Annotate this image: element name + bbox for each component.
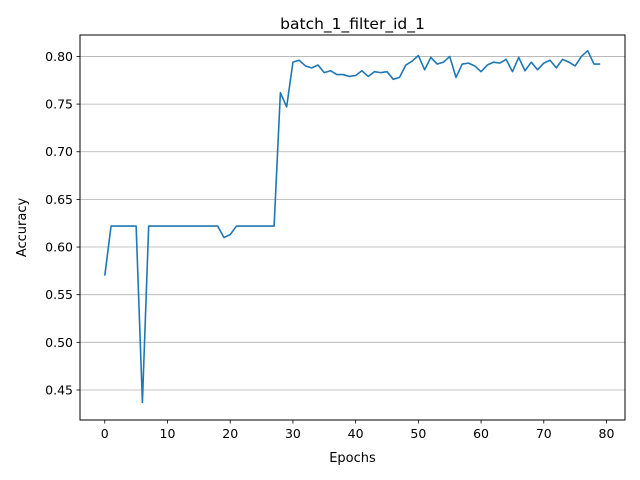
horizontal-gridlines xyxy=(80,56,625,391)
y-tick-label: 0.80 xyxy=(45,49,73,64)
y-tick-label: 0.70 xyxy=(45,144,73,159)
chart-title: batch_1_filter_id_1 xyxy=(280,15,425,34)
y-axis-label: Accuracy xyxy=(15,198,30,258)
x-tick-label: 10 xyxy=(160,426,176,441)
x-tick-label: 80 xyxy=(599,426,615,441)
x-tick-label: 70 xyxy=(536,426,552,441)
x-tick-label: 60 xyxy=(473,426,489,441)
x-tick-label: 30 xyxy=(285,426,301,441)
x-tick-label: 20 xyxy=(222,426,238,441)
y-tick-label: 0.50 xyxy=(45,335,73,350)
plot-area-frame xyxy=(79,34,626,421)
y-tick-label: 0.75 xyxy=(45,97,73,112)
x-tick-label: 0 xyxy=(101,426,109,441)
y-tick-label: 0.60 xyxy=(45,240,73,255)
accuracy-series-line xyxy=(103,49,601,404)
x-tick-label: 40 xyxy=(348,426,364,441)
x-axis-ticks: 0 10 20 30 40 50 60 70 80 xyxy=(101,420,615,441)
y-tick-label: 0.45 xyxy=(45,382,73,397)
y-axis-ticks: 0.45 0.50 0.55 0.60 0.65 0.70 0.75 0.80 xyxy=(45,49,80,397)
x-tick-label: 50 xyxy=(410,426,426,441)
x-axis-label: Epochs xyxy=(329,451,376,466)
y-tick-label: 0.65 xyxy=(45,192,73,207)
y-tick-label: 0.55 xyxy=(45,287,73,302)
